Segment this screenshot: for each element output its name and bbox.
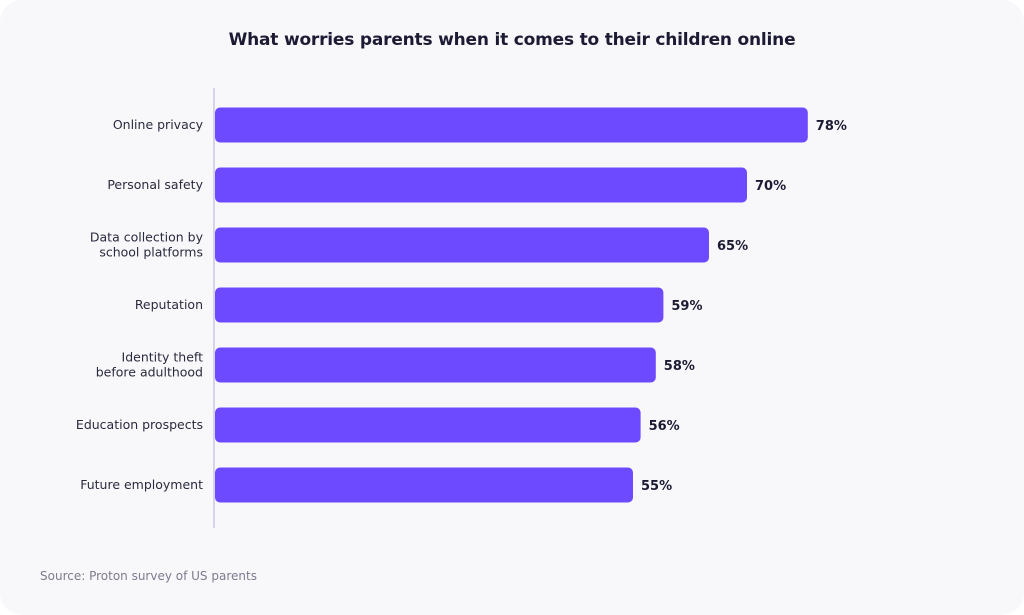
category-label: Identity theft before adulthood — [96, 350, 203, 380]
value-label: 78% — [816, 119, 847, 134]
category-label: Online privacy — [113, 117, 204, 132]
category-label-line: Future employment — [80, 477, 203, 492]
value-label: 70% — [755, 179, 786, 194]
category-label: Reputation — [135, 297, 203, 312]
category-label-line: Personal safety — [107, 177, 203, 192]
bar — [215, 467, 633, 503]
value-label: 56% — [649, 419, 680, 434]
category-label-line: Identity theft — [122, 350, 204, 365]
category-label-line: before adulthood — [96, 365, 203, 380]
category-label-line: Reputation — [135, 297, 203, 312]
category-label-line: school platforms — [99, 245, 203, 260]
category-label-line: Data collection by — [90, 230, 204, 245]
value-label: 58% — [664, 359, 695, 374]
bar — [215, 167, 747, 203]
chart-title: What worries parents when it comes to th… — [228, 30, 796, 50]
bar — [215, 347, 656, 383]
bar — [215, 227, 709, 263]
category-label: Personal safety — [107, 177, 203, 192]
category-label: Data collection by school platforms — [90, 230, 204, 260]
category-label: Education prospects — [76, 417, 203, 432]
value-label: 65% — [717, 239, 748, 254]
bar — [215, 407, 641, 443]
category-label: Future employment — [80, 477, 203, 492]
source-note: Source: Proton survey of US parents — [40, 569, 257, 583]
value-label: 59% — [671, 299, 702, 314]
value-label: 55% — [641, 479, 672, 494]
bar — [215, 107, 808, 143]
category-label-line: Online privacy — [113, 117, 204, 132]
category-label-line: Education prospects — [76, 417, 203, 432]
bar — [215, 287, 664, 323]
